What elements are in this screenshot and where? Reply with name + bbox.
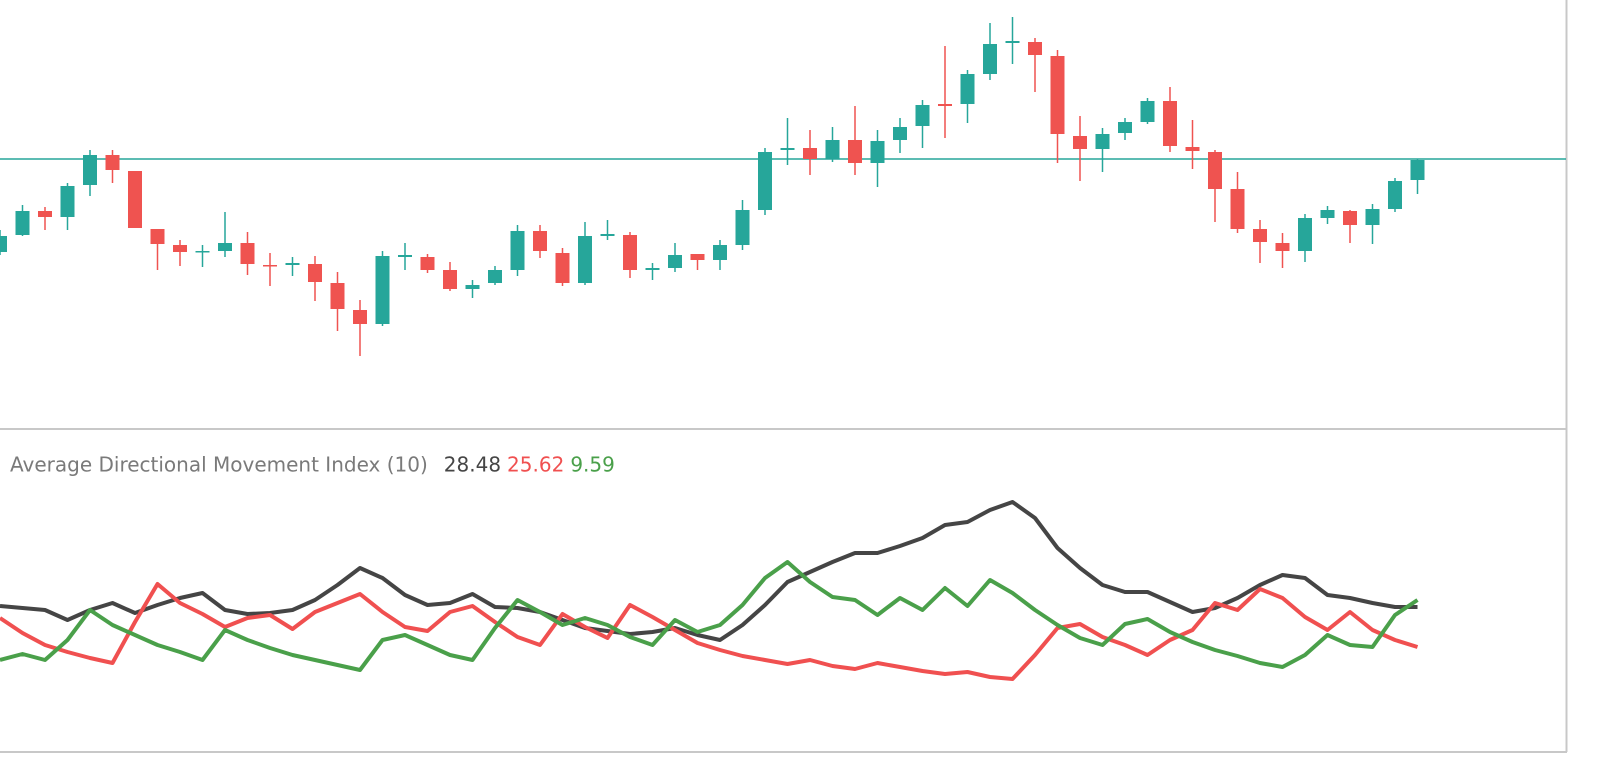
- candle-body: [1163, 101, 1177, 146]
- candle-body: [915, 105, 930, 126]
- candle-body: [263, 265, 277, 267]
- candle-body: [1208, 152, 1222, 189]
- candle-body: [105, 155, 120, 170]
- candle-body: [825, 140, 840, 159]
- candle-body: [330, 283, 345, 309]
- candle-body: [623, 235, 637, 270]
- candle-body: [1365, 209, 1380, 225]
- candle-body: [150, 229, 165, 244]
- indicator-line: [0, 560, 1419, 672]
- candle-body: [938, 104, 952, 106]
- candle-body: [870, 141, 885, 163]
- candle-body: [1343, 211, 1357, 225]
- candle-body: [1320, 210, 1335, 218]
- candle-body: [510, 231, 525, 270]
- candle-body: [240, 243, 255, 264]
- candle-body: [1298, 218, 1312, 251]
- legend-value: 25.62: [507, 453, 564, 477]
- candle-body: [1185, 147, 1200, 151]
- candle-body: [375, 256, 390, 324]
- candle-body: [398, 255, 412, 257]
- candle-body: [735, 210, 750, 245]
- candle-body: [128, 171, 142, 228]
- candle-body: [420, 257, 435, 270]
- candle-body: [173, 245, 187, 252]
- candle-body: [465, 285, 480, 289]
- candle-body: [1275, 243, 1290, 251]
- candle-body: [960, 74, 975, 104]
- candle-body: [645, 268, 660, 270]
- candle-body: [353, 310, 367, 324]
- candle-body: [488, 270, 502, 283]
- candle-body: [780, 148, 795, 150]
- candle-body: [1050, 56, 1065, 134]
- indicator-title: Average Directional Movement Index (10): [10, 453, 428, 477]
- candle-body: [285, 263, 300, 265]
- candle-body: [668, 255, 682, 268]
- candle-body: [1388, 181, 1402, 209]
- candle-body: [578, 236, 592, 283]
- candle-body: [893, 127, 907, 140]
- candle-body: [1230, 189, 1245, 229]
- legend-value: 28.48: [444, 453, 501, 477]
- indicator-line: [0, 500, 1418, 642]
- candle-body: [848, 140, 862, 163]
- candle-body: [15, 211, 30, 235]
- candle-body: [1005, 41, 1020, 43]
- candle-body: [758, 152, 772, 210]
- candle-body: [1028, 42, 1042, 55]
- candle-body: [195, 251, 210, 253]
- candle-body: [1410, 160, 1425, 180]
- candle-body: [1253, 229, 1267, 242]
- candle-body: [533, 231, 547, 251]
- candle-body: [0, 236, 7, 252]
- candle-body: [308, 264, 322, 282]
- candle-body: [600, 234, 615, 236]
- candle-body: [83, 155, 97, 185]
- candle-body: [690, 254, 705, 260]
- candle-body: [1140, 101, 1155, 122]
- candle-body: [443, 270, 457, 289]
- candle-body: [555, 253, 570, 283]
- legend-value: 9.59: [570, 453, 615, 477]
- candle-body: [983, 44, 997, 74]
- candle-body: [60, 186, 75, 217]
- candle-body: [1118, 122, 1132, 133]
- candle-body: [803, 148, 817, 159]
- candle-body: [713, 245, 727, 260]
- candle-body: [38, 211, 52, 217]
- candle-body: [218, 243, 232, 251]
- candle-body: [1095, 134, 1110, 149]
- candle-body: [1073, 136, 1087, 149]
